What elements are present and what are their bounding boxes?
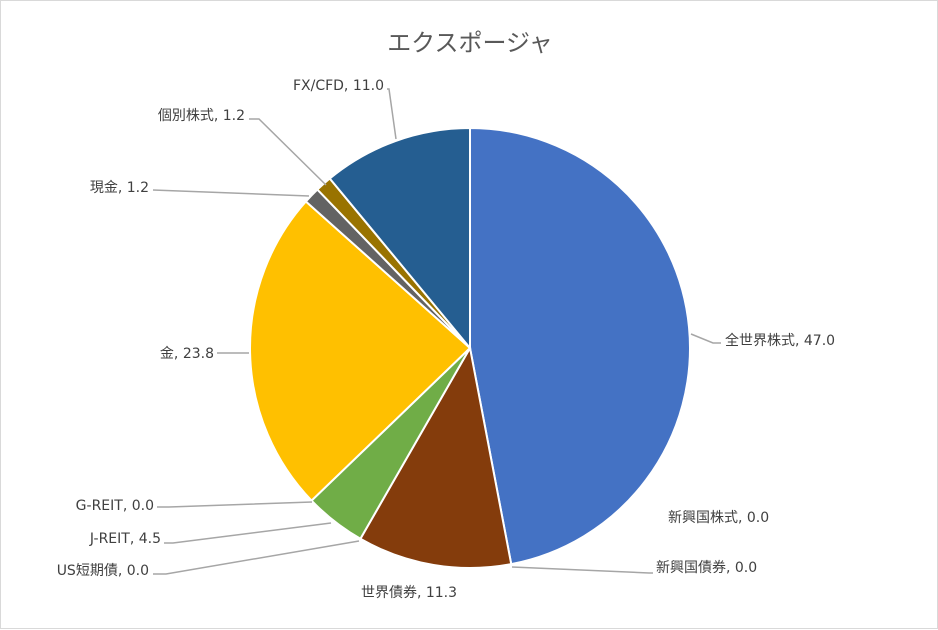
pie-slice-0 bbox=[469, 126, 691, 566]
chart-title: エクスポージャ bbox=[387, 29, 553, 57]
data-label-0: 全世界株式, 47.0 bbox=[725, 332, 835, 349]
data-label-2: 新興国債券, 0.0 bbox=[656, 560, 757, 576]
pie-slice-10 bbox=[328, 126, 471, 351]
leader-line-0 bbox=[690, 333, 721, 344]
data-label-6: G-REIT, 0.0 bbox=[76, 498, 154, 514]
data-label-3: 世界債券, 11.3 bbox=[361, 585, 457, 601]
data-label-5: J-REIT, 4.5 bbox=[89, 531, 161, 547]
leader-line-4 bbox=[153, 540, 360, 575]
data-label-9: 個別株式, 1.2 bbox=[158, 108, 245, 124]
pie-slice-3 bbox=[359, 345, 513, 569]
leader-line-5 bbox=[164, 522, 332, 544]
leader-line-8 bbox=[152, 189, 310, 197]
data-label-4: US短期債, 0.0 bbox=[57, 563, 149, 579]
data-label-7: 金, 23.8 bbox=[160, 346, 214, 362]
data-label-10: FX/CFD, 11.0 bbox=[293, 78, 384, 94]
data-label-8: 現金, 1.2 bbox=[90, 180, 149, 196]
leader-line-10 bbox=[387, 88, 397, 140]
leader-line-9 bbox=[249, 118, 327, 186]
data-label-1: 新興国株式, 0.0 bbox=[668, 510, 769, 526]
leader-line-2 bbox=[511, 566, 653, 574]
leader-line-6 bbox=[157, 501, 313, 508]
pie-slice-7 bbox=[249, 200, 472, 503]
